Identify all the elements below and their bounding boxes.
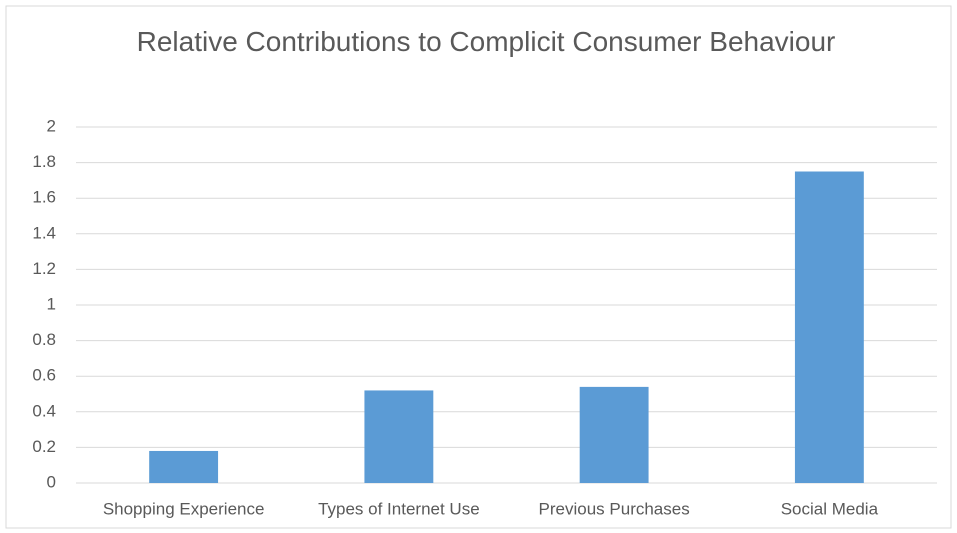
y-tick-label: 0 — [47, 472, 56, 491]
y-tick-label: 0.4 — [32, 401, 56, 420]
bar — [149, 450, 219, 483]
y-tick-label: 1.2 — [32, 259, 56, 278]
y-tick-label: 1.6 — [32, 188, 56, 207]
x-tick-label: Previous Purchases — [539, 499, 690, 518]
x-tick-label: Shopping Experience — [103, 499, 265, 518]
y-tick-label: 1 — [47, 294, 56, 313]
chart-title: Relative Contributions to Complicit Cons… — [136, 26, 836, 57]
bar — [364, 390, 434, 483]
y-tick-label: 1.8 — [32, 152, 56, 171]
y-tick-label: 2 — [47, 116, 56, 135]
y-tick-label: 0.2 — [32, 437, 56, 456]
y-tick-label: 0.8 — [32, 330, 56, 349]
bar — [794, 171, 864, 483]
bar — [579, 386, 649, 483]
x-tick-label: Social Media — [781, 499, 879, 518]
chart-border — [5, 5, 952, 529]
y-tick-label: 0.6 — [32, 366, 56, 385]
y-tick-label: 1.4 — [32, 223, 56, 242]
x-tick-label: Types of Internet Use — [318, 499, 480, 518]
